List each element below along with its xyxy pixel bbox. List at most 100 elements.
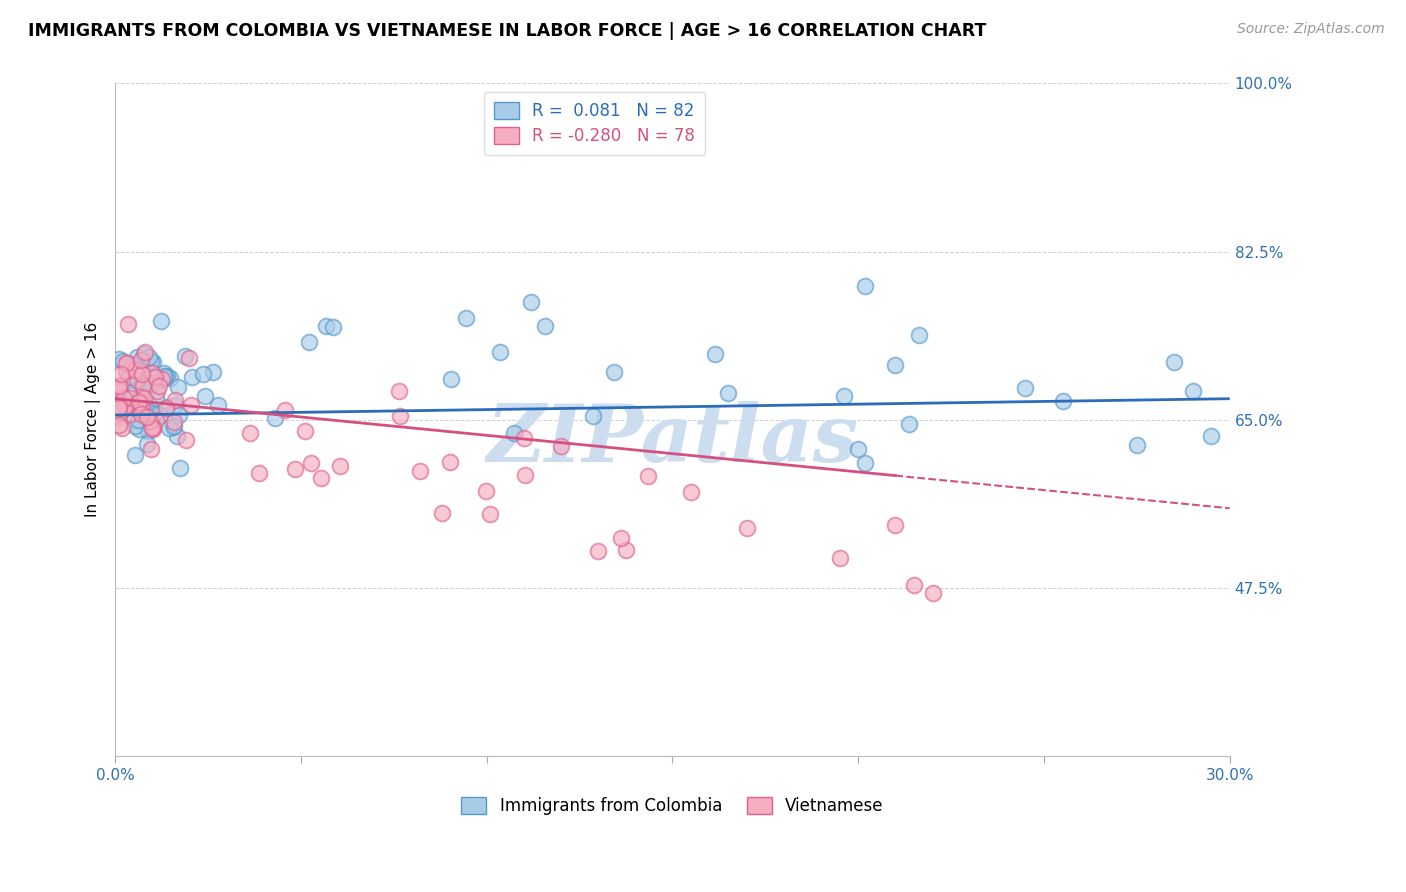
Point: [139, 414, 162, 428]
Point: [118, 407, 141, 421]
Point: [131, 367, 153, 381]
Point: [298, 334, 321, 349]
Point: [430, 506, 453, 520]
Point: [131, 401, 153, 416]
Point: [134, 400, 156, 414]
Point: [129, 352, 152, 367]
Point: [898, 417, 921, 431]
Point: [128, 422, 150, 436]
Point: [157, 421, 180, 435]
Point: [263, 411, 285, 425]
Point: [152, 369, 174, 384]
Point: [610, 531, 633, 545]
Point: [163, 419, 186, 434]
Point: [132, 347, 155, 361]
Point: [108, 379, 131, 393]
Point: [124, 363, 146, 377]
Point: [148, 378, 170, 392]
Point: [846, 442, 869, 457]
Point: [177, 351, 200, 365]
Point: [115, 355, 138, 369]
Point: [112, 391, 135, 405]
Point: [679, 485, 702, 500]
Point: [117, 318, 139, 332]
Point: [908, 328, 931, 343]
Point: [309, 471, 332, 485]
Point: [156, 369, 179, 384]
Point: [159, 371, 181, 385]
Point: [489, 345, 512, 359]
Point: [142, 355, 165, 369]
Point: [921, 586, 943, 600]
Point: [832, 389, 855, 403]
Point: [202, 365, 225, 379]
Point: [440, 372, 463, 386]
Point: [273, 403, 295, 417]
Point: [143, 369, 166, 384]
Point: [614, 543, 637, 558]
Point: [142, 422, 165, 436]
Point: [142, 407, 165, 421]
Y-axis label: In Labor Force | Age > 16: In Labor Force | Age > 16: [86, 322, 101, 517]
Point: [127, 375, 149, 389]
Point: [141, 367, 163, 381]
Point: [153, 367, 176, 381]
Point: [513, 431, 536, 445]
Point: [108, 418, 131, 433]
Point: [439, 455, 461, 469]
Point: [108, 399, 131, 413]
Point: [550, 439, 572, 453]
Point: [322, 319, 344, 334]
Point: [129, 398, 152, 412]
Point: [146, 384, 169, 398]
Point: [127, 413, 149, 427]
Point: [586, 544, 609, 558]
Point: [128, 394, 150, 409]
Point: [534, 319, 557, 334]
Point: [108, 401, 131, 416]
Point: [141, 419, 163, 434]
Point: [299, 456, 322, 470]
Point: [853, 279, 876, 293]
Point: [115, 364, 138, 378]
Point: [174, 434, 197, 448]
Point: [169, 461, 191, 475]
Point: [112, 354, 135, 368]
Point: [117, 399, 139, 413]
Point: [139, 401, 162, 416]
Point: [115, 399, 138, 413]
Point: [129, 407, 152, 421]
Text: IMMIGRANTS FROM COLOMBIA VS VIETNAMESE IN LABOR FORCE | AGE > 16 CORRELATION CHA: IMMIGRANTS FROM COLOMBIA VS VIETNAMESE I…: [28, 22, 987, 40]
Point: [163, 399, 186, 413]
Point: [884, 359, 907, 373]
Point: [117, 369, 139, 384]
Point: [125, 373, 148, 387]
Point: [132, 392, 155, 406]
Point: [110, 405, 132, 419]
Point: [191, 367, 214, 381]
Point: [131, 398, 153, 412]
Point: [283, 462, 305, 476]
Point: [1126, 438, 1149, 452]
Point: [145, 391, 167, 405]
Point: [207, 398, 229, 412]
Point: [138, 395, 160, 409]
Point: [456, 310, 478, 325]
Point: [855, 456, 877, 470]
Text: Source: ZipAtlas.com: Source: ZipAtlas.com: [1237, 22, 1385, 37]
Point: [315, 318, 337, 333]
Point: [135, 437, 157, 451]
Point: [637, 468, 659, 483]
Point: [150, 371, 173, 385]
Point: [502, 426, 524, 441]
Point: [136, 376, 159, 391]
Point: [138, 378, 160, 392]
Point: [138, 350, 160, 364]
Point: [1163, 355, 1185, 369]
Point: [141, 421, 163, 435]
Point: [114, 399, 136, 413]
Point: [703, 346, 725, 360]
Point: [134, 344, 156, 359]
Point: [582, 409, 605, 424]
Point: [717, 386, 740, 401]
